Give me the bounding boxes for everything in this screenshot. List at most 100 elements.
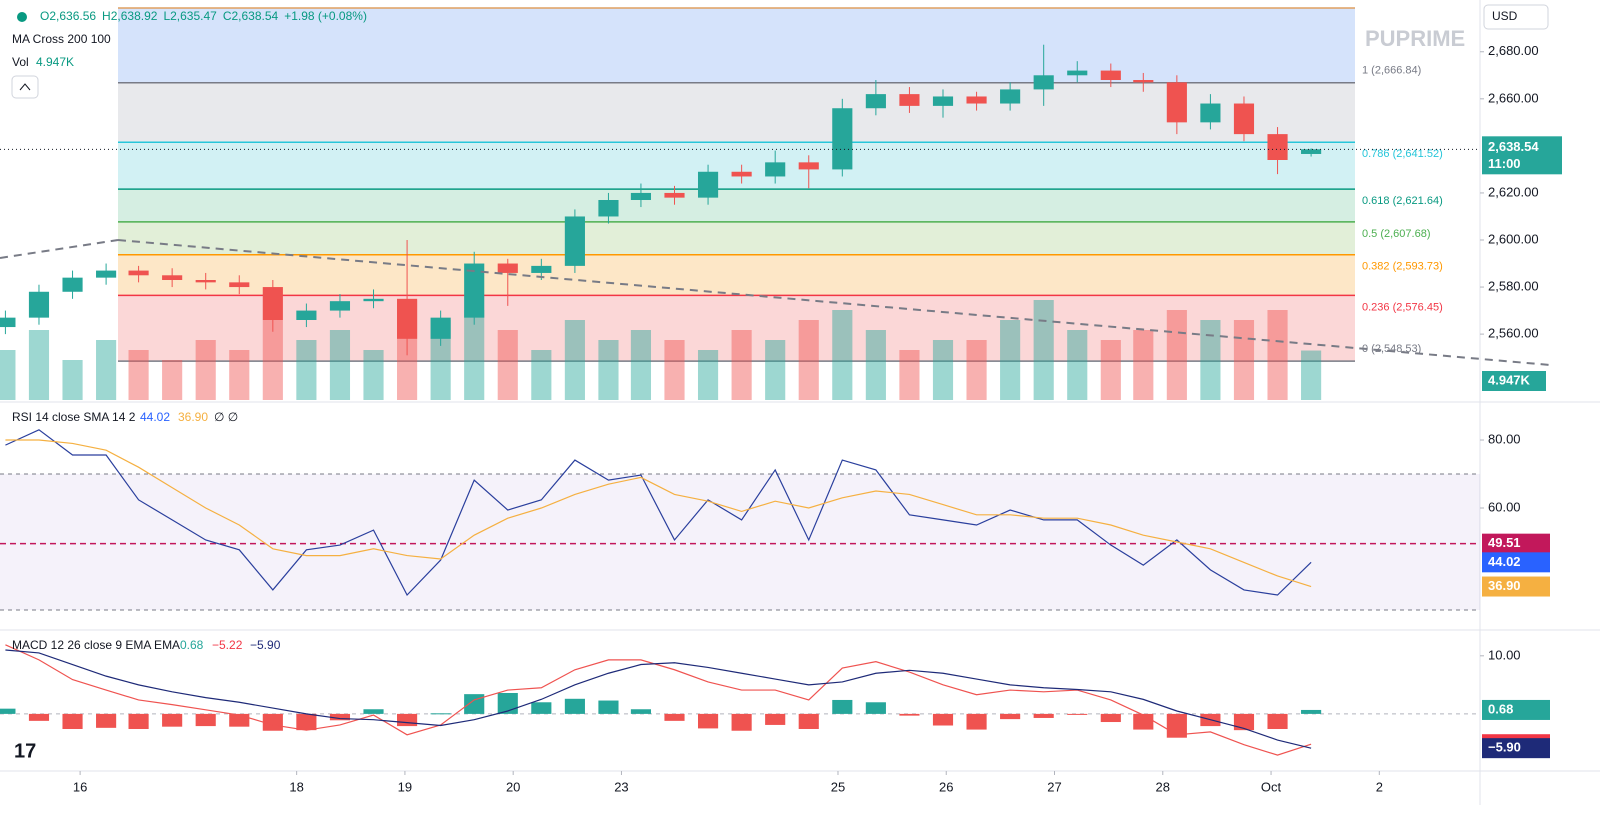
candle-body [865,94,886,109]
volume-bar [765,340,786,400]
status-dot [17,12,27,22]
ohlc-item: H2,638.92 [102,9,158,23]
ohlc-item: L2,635.47 [163,9,217,23]
sma-value: 36.90 [178,410,208,424]
candle-body [62,277,83,292]
candle-body [229,282,250,288]
axis-tag [1482,738,1550,759]
macd-histogram-bar [28,713,50,721]
x-tick-label: 16 [73,779,87,794]
volume-bar [195,340,216,400]
volume-bar [262,320,283,400]
volume-bar [1301,350,1322,400]
macd-histogram-bar [899,713,920,716]
macd-histogram-bar [630,709,652,714]
volume-bar [430,320,451,400]
axis-tag-label: 36.90 [1488,578,1521,593]
x-tick-label: 20 [506,779,520,794]
macd-histogram-bar [0,708,16,714]
volume-bar [0,350,16,400]
volume-bar [1067,330,1088,400]
y-tick-label: 2,560.00 [1488,326,1539,341]
y-tick-label: 2,680.00 [1488,43,1539,58]
macd-histogram-bar [865,702,886,714]
rsi-title: RSI 14 close SMA 14 2 [12,410,136,424]
volume-bar [865,330,886,400]
rsi-band [0,474,1480,610]
last-price-tag [1482,136,1562,175]
volume-bar [1267,310,1288,400]
currency-button[interactable] [1483,4,1549,30]
macd-histogram-bar [162,713,183,727]
axes: 2,638.54 11:00 4.947K 2,680.00 2,660.00 2,620… [73,43,1562,794]
tv-logo: 17 [14,740,36,762]
macd-histogram-bar [531,702,552,714]
candle-body [832,108,853,170]
axis-tag [1482,576,1550,597]
macd-histogram-bar [262,713,283,731]
candle-body [932,96,954,106]
macd-histogram-bar [96,713,117,728]
volume-bar [798,320,819,400]
candle-body [262,287,283,320]
rsi-line [5,439,1312,588]
volume-bar [62,360,83,400]
candle-body [697,171,719,198]
candle-body [430,317,451,339]
x-tick-label: 18 [289,779,303,794]
candle-body [162,275,183,280]
fib-retracement: 1 (2,666.84) 0.786 (2,641.52) 0.618 (2,621… [118,65,1443,362]
volume-bar [1233,320,1255,400]
candle-body [497,263,518,273]
candle-body [1200,103,1221,123]
volume-bar [664,340,685,400]
macd-histogram-bar [1100,713,1121,723]
fib-zone [118,295,1355,362]
ohlc-values: O2,636.56 H2,638.92 L2,635.47 C2,638.54 +1.9… [40,9,367,23]
x-tick-label: 25 [831,779,845,794]
fib-zone [118,221,1355,255]
macd-histogram-bar [430,713,451,715]
volume-tag [1482,371,1546,391]
macd-histogram-bar [798,713,819,729]
x-tick-label: 28 [1156,779,1170,794]
volume-bar [1000,320,1021,400]
macd-line [5,649,1312,749]
y-tick-label: 2,620.00 [1488,184,1539,199]
indicator-name: MA Cross 200 100 [12,32,111,46]
candle-body [798,162,819,170]
ohlc-item: C2,638.54 [223,9,279,23]
candle-body [28,291,50,318]
macd-histogram-bar [195,713,216,727]
fib-label: 0.236 (2,576.45) [1362,301,1443,313]
volume-bar [1166,310,1187,400]
last-price-label: 2,638.54 [1488,139,1539,154]
macd-histogram-bar [832,699,853,714]
macd-line [5,644,1312,756]
volume-bar [296,340,317,400]
x-tick-label: 19 [398,779,412,794]
macd-histogram-bar [1233,713,1255,731]
rsi-value: 44.02 [140,410,170,424]
macd-histogram-bar [1067,713,1088,715]
brand-watermark: PUPRIME [1365,26,1465,51]
macd-histogram-bar [229,713,250,727]
candle-body [1133,80,1154,83]
rsi-extra: ∅ ∅ [214,410,238,424]
fib-label: 0 (2,548.53) [1362,343,1421,355]
macd-histogram-bar [697,713,719,729]
macd-histogram-bar [1133,713,1154,730]
volume-value: 4.947K [36,55,74,69]
candle-body [1301,149,1322,154]
trend-line [0,239,119,259]
macd-histogram-bar [1267,713,1288,729]
fib-label: 0.618 (2,621.64) [1362,195,1443,207]
macd-histogram-bar [765,713,786,725]
candle-body [96,270,117,278]
x-tick-label: Oct [1261,779,1282,794]
trend-line [117,239,1551,366]
rsi-pane [0,429,1480,611]
axis-tag-label: 0.68 [1488,701,1513,716]
volume-bar [28,330,50,400]
collapse-button[interactable] [11,75,39,99]
